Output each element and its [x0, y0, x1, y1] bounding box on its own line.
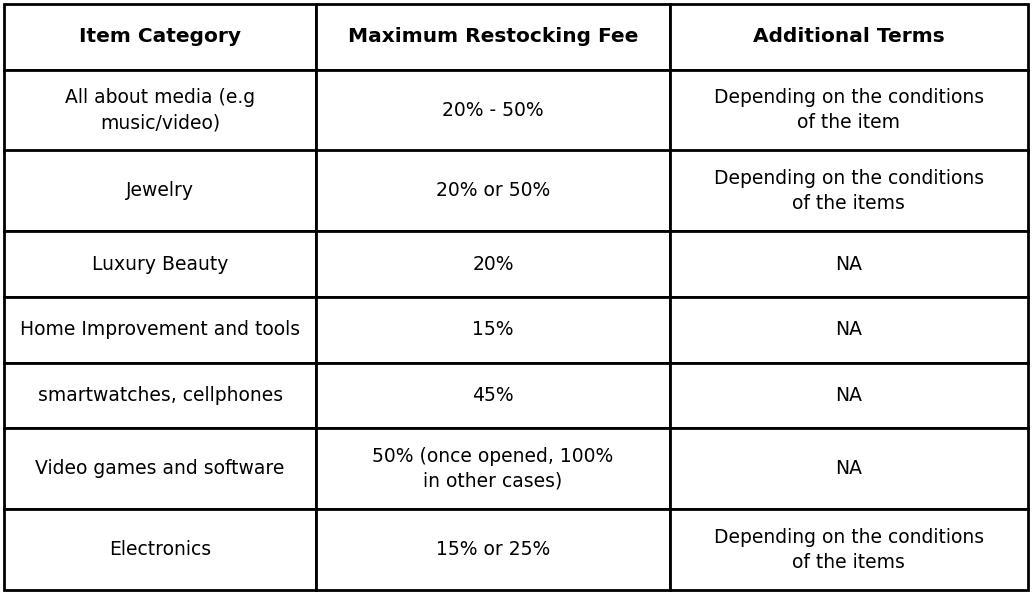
Text: 20% - 50%: 20% - 50%: [442, 100, 544, 119]
Text: Depending on the conditions
of the items: Depending on the conditions of the items: [714, 169, 983, 213]
Text: 15%: 15%: [473, 320, 514, 339]
Text: Depending on the conditions
of the items: Depending on the conditions of the items: [714, 527, 983, 571]
Bar: [317, 428, 670, 509]
Text: NA: NA: [835, 320, 863, 339]
Text: NA: NA: [835, 255, 863, 274]
Bar: [317, 69, 670, 150]
Bar: [670, 297, 1028, 363]
Bar: [670, 363, 1028, 428]
Text: 20%: 20%: [473, 255, 514, 274]
Text: Additional Terms: Additional Terms: [753, 27, 944, 46]
Bar: [317, 363, 670, 428]
Text: Maximum Restocking Fee: Maximum Restocking Fee: [348, 27, 638, 46]
Text: Item Category: Item Category: [79, 27, 241, 46]
Bar: [670, 4, 1028, 69]
Bar: [4, 150, 317, 231]
Text: Luxury Beauty: Luxury Beauty: [92, 255, 228, 274]
Bar: [317, 231, 670, 297]
Text: Jewelry: Jewelry: [126, 181, 194, 200]
Bar: [4, 69, 317, 150]
Bar: [317, 509, 670, 590]
Text: 15% or 25%: 15% or 25%: [436, 540, 550, 559]
Text: Home Improvement and tools: Home Improvement and tools: [20, 320, 300, 339]
Bar: [317, 4, 670, 69]
Bar: [670, 231, 1028, 297]
Bar: [4, 297, 317, 363]
Text: Video games and software: Video games and software: [35, 459, 285, 478]
Bar: [4, 428, 317, 509]
Bar: [317, 297, 670, 363]
Bar: [4, 509, 317, 590]
Text: 50% (once opened, 100%
in other cases): 50% (once opened, 100% in other cases): [373, 447, 614, 491]
Bar: [4, 363, 317, 428]
Bar: [670, 509, 1028, 590]
Bar: [670, 428, 1028, 509]
Bar: [4, 231, 317, 297]
Text: NA: NA: [835, 386, 863, 405]
Bar: [670, 69, 1028, 150]
Text: NA: NA: [835, 459, 863, 478]
Text: smartwatches, cellphones: smartwatches, cellphones: [37, 386, 283, 405]
Bar: [4, 4, 317, 69]
Text: 20% or 50%: 20% or 50%: [436, 181, 550, 200]
Text: Depending on the conditions
of the item: Depending on the conditions of the item: [714, 88, 983, 132]
Text: Electronics: Electronics: [109, 540, 212, 559]
Text: 45%: 45%: [473, 386, 514, 405]
Bar: [670, 150, 1028, 231]
Text: All about media (e.g
music/video): All about media (e.g music/video): [65, 88, 255, 132]
Bar: [317, 150, 670, 231]
